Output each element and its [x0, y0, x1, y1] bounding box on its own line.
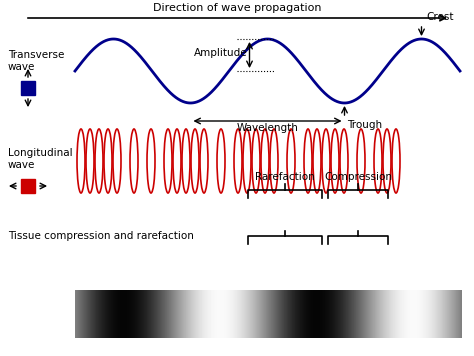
Bar: [21, 81, 35, 95]
Text: Compression: Compression: [324, 172, 392, 182]
Text: Rarefaction: Rarefaction: [255, 172, 315, 182]
Text: Transverse
wave: Transverse wave: [8, 50, 64, 72]
Text: Direction of wave propagation: Direction of wave propagation: [153, 3, 321, 13]
Text: Trough: Trough: [347, 120, 383, 130]
Bar: [21, 179, 35, 193]
Text: Wavelength: Wavelength: [237, 123, 299, 133]
Text: Tissue compression and rarefaction: Tissue compression and rarefaction: [8, 231, 194, 241]
Text: Crest: Crest: [427, 12, 454, 22]
Text: Amplitude: Amplitude: [194, 48, 247, 58]
Text: Longitudinal
wave: Longitudinal wave: [8, 148, 73, 170]
